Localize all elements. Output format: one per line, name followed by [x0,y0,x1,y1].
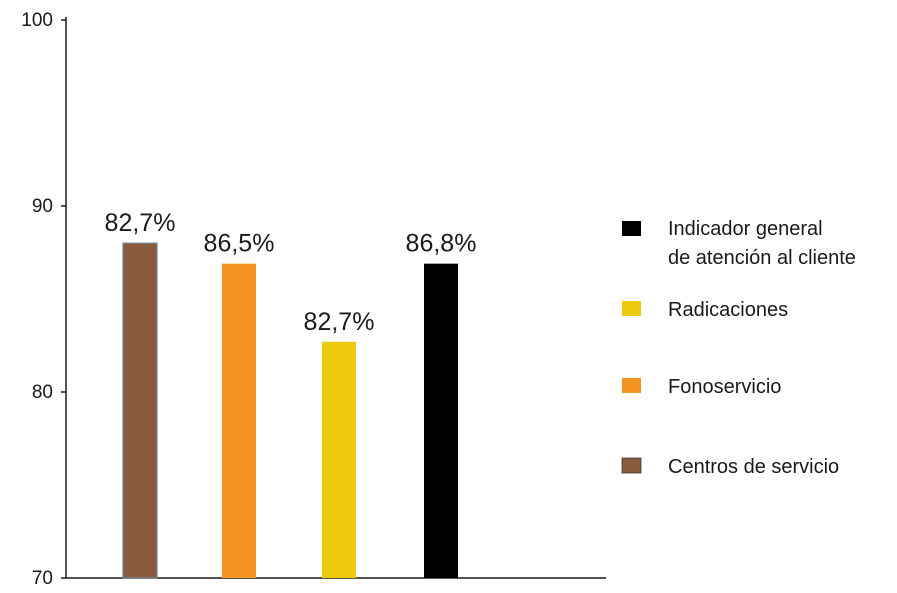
bar [122,242,158,579]
bar [322,341,356,578]
data-label: 82,7% [304,308,375,336]
legend-swatch [622,221,641,236]
bar [424,263,458,578]
legend-swatch [622,301,641,316]
data-label: 86,5% [204,230,275,258]
data-label: 82,7% [105,209,176,237]
legend-swatch [622,378,641,393]
legend-label: Fonoservicio [668,376,781,398]
data-label: 86,8% [406,230,477,258]
legend-swatch [621,457,642,474]
y-tick-label: 90 [32,196,53,217]
y-tick-label: 80 [32,382,53,403]
bar [222,263,256,578]
legend-label: de atención al cliente [668,247,856,269]
legend-label: Centros de servicio [668,456,839,478]
y-tick-label: 100 [21,10,53,31]
legend-label: Radicaciones [668,299,788,321]
legend-label: Indicador general [668,218,823,240]
y-tick-label: 70 [32,568,53,588]
